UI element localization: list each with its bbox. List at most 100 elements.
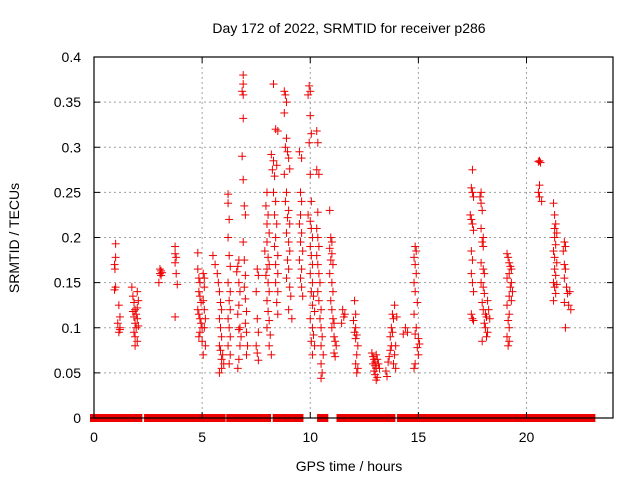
data-point bbox=[505, 258, 514, 267]
data-point bbox=[283, 147, 292, 156]
data-point bbox=[315, 314, 324, 323]
data-point bbox=[242, 350, 251, 359]
data-point bbox=[560, 260, 569, 269]
data-point bbox=[254, 356, 263, 365]
data-point bbox=[270, 210, 279, 219]
data-point bbox=[284, 305, 293, 314]
data-point bbox=[550, 210, 559, 219]
data-point bbox=[389, 359, 398, 368]
data-point bbox=[415, 339, 424, 348]
data-point bbox=[131, 341, 140, 350]
data-point bbox=[350, 296, 359, 305]
data-point bbox=[195, 278, 204, 287]
data-point bbox=[330, 332, 339, 341]
x-tick-label: 10 bbox=[302, 429, 318, 445]
data-point bbox=[467, 183, 476, 192]
data-point bbox=[507, 296, 516, 305]
data-point bbox=[478, 298, 487, 307]
data-point bbox=[503, 249, 512, 258]
data-point bbox=[550, 224, 559, 233]
data-point bbox=[386, 346, 395, 355]
data-point bbox=[267, 150, 276, 159]
data-point bbox=[505, 292, 514, 301]
data-point bbox=[241, 319, 250, 328]
data-point bbox=[469, 316, 478, 325]
data-point bbox=[467, 269, 476, 278]
data-point bbox=[269, 156, 278, 165]
data-point bbox=[410, 364, 419, 373]
data-point bbox=[113, 319, 122, 328]
data-point bbox=[281, 197, 290, 206]
data-point bbox=[272, 219, 281, 228]
data-point bbox=[313, 260, 322, 269]
data-point bbox=[254, 328, 263, 337]
data-point bbox=[226, 262, 235, 271]
data-point bbox=[252, 287, 261, 296]
data-point bbox=[410, 278, 419, 287]
data-point bbox=[239, 71, 248, 80]
data-point bbox=[367, 349, 376, 358]
data-point bbox=[171, 249, 180, 258]
data-point bbox=[485, 314, 494, 323]
data-point bbox=[224, 314, 233, 323]
data-point bbox=[328, 314, 337, 323]
data-point bbox=[317, 341, 326, 350]
data-point bbox=[297, 154, 306, 163]
data-point bbox=[550, 253, 559, 262]
data-point bbox=[467, 310, 476, 319]
data-point bbox=[503, 274, 512, 283]
data-point bbox=[195, 292, 204, 301]
data-point bbox=[284, 238, 293, 247]
data-point bbox=[157, 271, 166, 280]
data-point bbox=[560, 298, 569, 307]
data-point bbox=[239, 114, 248, 123]
y-tick-label: 0.15 bbox=[54, 275, 81, 291]
data-point bbox=[240, 256, 249, 265]
data-point bbox=[131, 332, 140, 341]
data-point bbox=[312, 251, 321, 260]
data-point bbox=[314, 170, 323, 179]
data-point bbox=[307, 337, 316, 346]
x-axis-ticks: 0 5 10 15 20 bbox=[90, 57, 534, 445]
data-point bbox=[414, 350, 423, 359]
data-point bbox=[317, 374, 326, 383]
data-point bbox=[469, 226, 478, 235]
data-point bbox=[270, 172, 279, 181]
data-point bbox=[281, 143, 290, 152]
data-point bbox=[505, 337, 514, 346]
y-tick-label: 0.3 bbox=[62, 139, 82, 155]
data-point bbox=[563, 289, 572, 298]
data-point bbox=[468, 188, 477, 197]
data-point bbox=[410, 253, 419, 262]
data-point bbox=[372, 376, 381, 385]
data-point bbox=[340, 310, 349, 319]
data-point bbox=[215, 368, 224, 377]
data-point bbox=[551, 240, 560, 249]
data-point bbox=[233, 310, 242, 319]
data-point bbox=[351, 310, 360, 319]
data-point bbox=[217, 364, 226, 373]
data-point bbox=[194, 310, 203, 319]
data-point bbox=[263, 238, 271, 247]
data-point bbox=[401, 323, 410, 332]
data-point bbox=[375, 364, 384, 373]
data-point bbox=[535, 192, 544, 201]
data-point bbox=[412, 269, 421, 278]
data-point bbox=[313, 138, 322, 147]
data-point bbox=[130, 298, 139, 307]
data-point bbox=[110, 285, 119, 294]
data-point bbox=[385, 352, 394, 361]
data-point bbox=[171, 312, 180, 321]
data-point bbox=[197, 319, 206, 328]
data-point bbox=[200, 323, 209, 332]
data-point bbox=[565, 287, 574, 296]
data-point bbox=[383, 372, 392, 381]
data-point bbox=[213, 269, 222, 278]
data-point bbox=[128, 292, 137, 301]
data-point bbox=[468, 165, 477, 174]
data-point bbox=[264, 253, 273, 262]
data-point bbox=[468, 314, 477, 323]
data-point bbox=[280, 87, 289, 96]
data-point bbox=[132, 323, 141, 332]
data-point bbox=[200, 274, 209, 283]
